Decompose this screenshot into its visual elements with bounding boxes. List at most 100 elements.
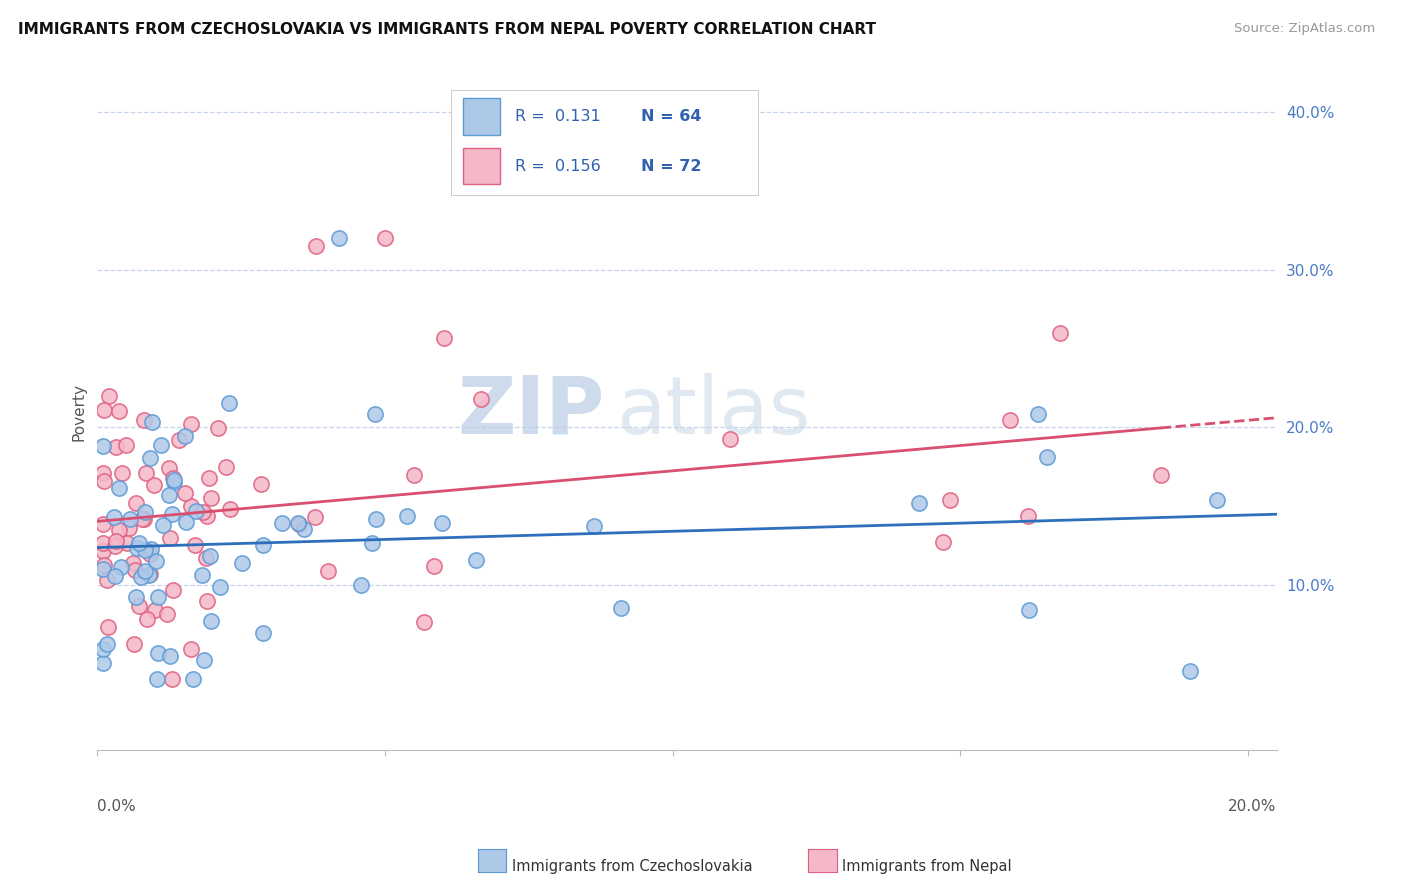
Point — [305, 239, 328, 253]
Text: Source: ZipAtlas.com: Source: ZipAtlas.com — [1234, 22, 1375, 36]
Point — [1049, 326, 1071, 340]
Point — [135, 612, 157, 626]
Point — [200, 615, 222, 629]
Point — [939, 492, 962, 507]
Point — [97, 389, 120, 403]
Point — [361, 535, 384, 549]
Text: atlas: atlas — [616, 373, 811, 450]
Point — [97, 620, 120, 634]
Point — [195, 594, 218, 608]
Point — [720, 432, 742, 446]
Point — [118, 521, 141, 535]
Point — [91, 562, 114, 576]
Point — [146, 646, 169, 660]
Point — [1026, 407, 1049, 421]
Point — [93, 558, 115, 572]
Point — [108, 403, 131, 417]
Point — [125, 591, 148, 605]
Point — [105, 441, 128, 455]
Point — [91, 642, 114, 657]
Text: Immigrants from Czechoslovakia: Immigrants from Czechoslovakia — [512, 859, 752, 873]
Point — [173, 429, 195, 443]
Point — [104, 569, 127, 583]
Point — [159, 531, 181, 545]
Point — [1018, 602, 1040, 616]
Point — [152, 517, 174, 532]
Point — [141, 415, 163, 429]
Point — [96, 574, 118, 588]
Point — [1150, 467, 1173, 482]
Point — [218, 395, 240, 409]
Point — [610, 600, 633, 615]
Point — [998, 413, 1021, 427]
Point — [108, 523, 131, 537]
Y-axis label: Poverty: Poverty — [72, 383, 86, 441]
Point — [184, 538, 207, 552]
Point — [91, 657, 114, 671]
Point — [316, 564, 339, 578]
Point — [430, 516, 453, 531]
Point — [105, 534, 128, 549]
Point — [180, 417, 202, 431]
Point — [122, 637, 145, 651]
Point — [163, 474, 186, 488]
Point — [1180, 665, 1202, 679]
Point — [134, 505, 156, 519]
Point — [104, 539, 127, 553]
Point — [231, 556, 253, 570]
Point — [328, 231, 350, 245]
Point — [402, 467, 425, 482]
Text: 20.0%: 20.0% — [1229, 799, 1277, 814]
Point — [157, 461, 180, 475]
Text: ZIP: ZIP — [457, 373, 605, 450]
Point — [364, 512, 387, 526]
Text: Immigrants from Nepal: Immigrants from Nepal — [842, 859, 1012, 873]
Point — [120, 512, 142, 526]
Point — [162, 471, 184, 485]
Point — [180, 499, 202, 513]
Point — [350, 578, 373, 592]
Point — [132, 512, 155, 526]
Point — [128, 535, 150, 549]
Point — [252, 626, 274, 640]
Point — [115, 438, 138, 452]
Point — [583, 518, 606, 533]
Point — [1206, 492, 1229, 507]
Point — [163, 475, 186, 489]
Point — [470, 392, 492, 406]
Point — [91, 439, 114, 453]
Point — [91, 467, 114, 481]
Point — [108, 481, 131, 495]
Point — [91, 516, 114, 531]
Point — [139, 566, 162, 581]
Point — [167, 433, 190, 447]
Point — [215, 459, 238, 474]
Point — [464, 553, 486, 567]
Point — [374, 231, 396, 245]
Point — [433, 331, 456, 345]
Point — [128, 599, 150, 614]
Point — [131, 512, 153, 526]
Point — [908, 496, 931, 510]
Point — [271, 516, 294, 531]
Point — [124, 563, 146, 577]
Point — [193, 652, 215, 666]
Point — [304, 510, 326, 524]
Point — [139, 542, 162, 557]
Point — [173, 485, 195, 500]
Point — [115, 535, 138, 549]
Point — [125, 496, 148, 510]
Point — [412, 615, 434, 629]
Point — [159, 648, 181, 663]
Point — [160, 508, 183, 522]
Point — [932, 534, 955, 549]
Text: IMMIGRANTS FROM CZECHOSLOVAKIA VS IMMIGRANTS FROM NEPAL POVERTY CORRELATION CHAR: IMMIGRANTS FROM CZECHOSLOVAKIA VS IMMIGR… — [18, 22, 876, 37]
Point — [1036, 450, 1059, 464]
Point — [139, 450, 162, 465]
Point — [207, 421, 229, 435]
Point — [423, 558, 446, 573]
Point — [110, 560, 132, 574]
Point — [96, 637, 118, 651]
Point — [198, 549, 221, 564]
Text: 0.0%: 0.0% — [97, 799, 136, 814]
